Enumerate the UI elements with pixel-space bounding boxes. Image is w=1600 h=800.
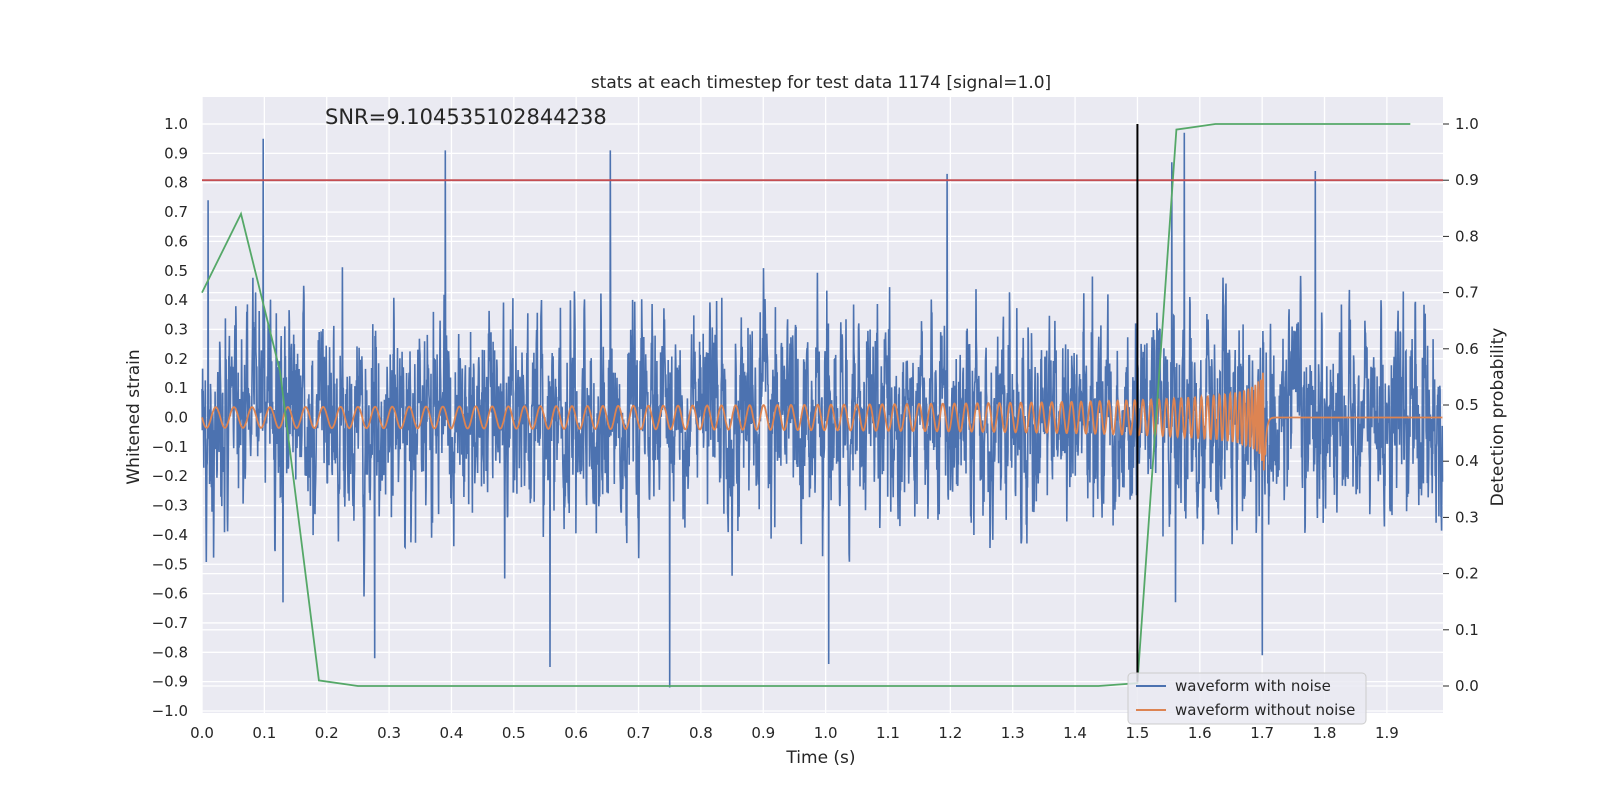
y2-tick-label: 0.1 (1455, 621, 1479, 639)
x-tick-label: 0.6 (564, 724, 588, 742)
x-tick-label: 1.6 (1188, 724, 1212, 742)
y-tick-label: −0.5 (152, 555, 188, 573)
legend-label-waveform-with-noise: waveform with noise (1175, 677, 1331, 695)
y2-tick-label: 0.8 (1455, 227, 1479, 245)
y-tick-label: 0.2 (164, 350, 188, 368)
y-axis-label: Whitened strain (124, 349, 144, 484)
x-tick-label: 0.4 (440, 724, 464, 742)
x-tick-label: 0.5 (502, 724, 526, 742)
x-tick-label: 0.7 (627, 724, 651, 742)
x-tick-label: 1.5 (1125, 724, 1149, 742)
x-tick-label: 0.8 (689, 724, 713, 742)
y-tick-label: 0.9 (164, 144, 188, 162)
y2-axis-label: Detection probability (1488, 328, 1508, 507)
series-line-waveform-without-noise (201, 372, 1443, 471)
y2-tick-label: 1.0 (1455, 115, 1479, 133)
y-tick-label: 1.0 (164, 115, 188, 133)
chart-title: stats at each timestep for test data 117… (591, 73, 1051, 93)
y-tick-label: 0.6 (164, 232, 188, 250)
y-tick-label: 0.5 (164, 262, 188, 280)
y-tick-label: −0.1 (152, 438, 188, 456)
x-tick-label: 1.0 (814, 724, 838, 742)
x-tick-label: 0.9 (751, 724, 775, 742)
y-tick-label: −0.3 (152, 497, 188, 515)
y-tick-label: 0.3 (164, 320, 188, 338)
y-tick-label: 0.7 (164, 203, 188, 221)
x-tick-label: 1.2 (938, 724, 962, 742)
y2-tick-label: 0.2 (1455, 565, 1479, 583)
y-tick-label: −0.9 (152, 673, 188, 691)
snr-annotation: SNR=9.104535102844238 (325, 105, 607, 129)
y-tick-label: 0.4 (164, 291, 188, 309)
x-tick-label: 1.9 (1375, 724, 1399, 742)
y-tick-label: −0.7 (152, 614, 188, 632)
x-tick-label: 1.1 (876, 724, 900, 742)
x-tick-label: 0.2 (315, 724, 339, 742)
y-tick-label: −0.2 (152, 467, 188, 485)
y2-tick-label: 0.4 (1455, 452, 1479, 470)
y2-tick-label: 0.5 (1455, 396, 1479, 414)
series-line-detection-probability (201, 123, 1411, 687)
y-tick-label: −0.4 (152, 526, 188, 544)
y2-tick-label: 0.7 (1455, 284, 1479, 302)
x-tick-label: 1.4 (1063, 724, 1087, 742)
y-tick-label: −0.8 (152, 643, 188, 661)
x-tick-label: 0.1 (252, 724, 276, 742)
y2-tick-label: 0.0 (1455, 677, 1479, 695)
x-tick-label: 1.3 (1001, 724, 1025, 742)
x-tick-label: 1.7 (1250, 724, 1274, 742)
y-tick-label: −0.6 (152, 585, 188, 603)
x-tick-label: 0.0 (190, 724, 214, 742)
y-tick-label: −1.0 (152, 702, 188, 720)
y2-axis-ticks: 1.0 0.9 0.8 0.7 0.6 0.5 0.4 0.3 0.2 0.1 0.0 (1443, 115, 1479, 695)
x-axis-label: Time (s) (785, 748, 855, 768)
y-tick-label: 0.0 (164, 409, 188, 427)
y-tick-label: 0.8 (164, 174, 188, 192)
y2-tick-label: 0.9 (1455, 171, 1479, 189)
x-tick-label: 1.8 (1313, 724, 1337, 742)
x-axis-ticks: 0.0 0.1 0.2 0.3 0.4 0.5 0.6 0.7 0.8 0.9 1.0 1.1 1.2 1… (190, 724, 1399, 742)
legend-label-waveform-without-noise: waveform without noise (1175, 701, 1355, 719)
y2-tick-label: 0.6 (1455, 340, 1479, 358)
y-tick-label: 0.1 (164, 379, 188, 397)
y-axis-ticks: 1.0 0.9 0.8 0.7 0.6 0.5 0.4 0.3 0.2 0.1 0.0 −0.1 −0.… (152, 115, 188, 720)
legend-box (1127, 672, 1367, 725)
x-tick-label: 0.3 (377, 724, 401, 742)
y2-tick-label: 0.3 (1455, 508, 1479, 526)
plot-series (201, 123, 1444, 688)
legend: waveform with noise waveform without noi… (1127, 672, 1367, 725)
